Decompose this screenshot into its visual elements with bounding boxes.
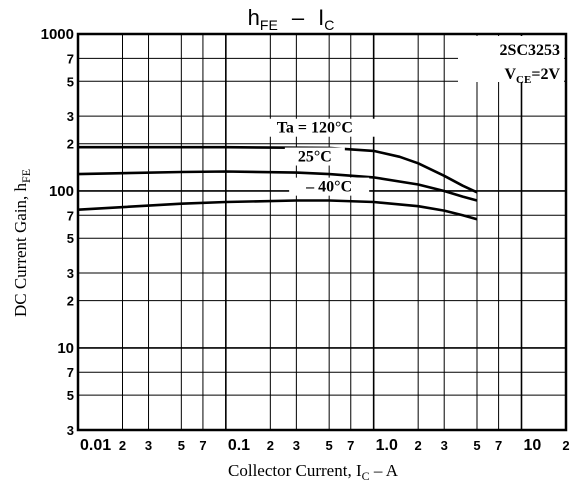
y-axis-label: DC Current Gain, hFE: [11, 169, 33, 317]
y-tick-label: 5: [67, 388, 74, 403]
x-tick-label: 2: [119, 438, 126, 453]
xlabel-unit: – A: [370, 461, 399, 480]
y-tick-label: 7: [67, 208, 74, 223]
y-tick-label: 1000: [41, 26, 74, 43]
title-ic-sub: C: [324, 17, 334, 33]
chart-title: hFE – IC: [248, 5, 335, 33]
condition-box-bg: [458, 36, 564, 82]
title-dash: –: [292, 5, 305, 30]
curve-labels: Ta = 120°C 25°C – 40°C: [239, 118, 390, 196]
y-tick-label: 3: [67, 266, 74, 281]
x-tick-label: 5: [473, 438, 480, 453]
x-tick-label: 3: [441, 438, 448, 453]
x-tick-label: 7: [199, 438, 206, 453]
x-tick-label: 0.1: [228, 437, 250, 454]
x-axis-label: Collector Current, IC – A: [228, 461, 399, 483]
series-line: [78, 145, 478, 194]
series-label-bg: [289, 177, 370, 196]
title-hfe-sub: FE: [260, 17, 278, 33]
condition-sub: CE: [516, 74, 531, 86]
grid: [77, 33, 567, 431]
x-tick-labels: 0.01 2 3 5 7 0.1 2 3 5 7 1.0 2 3 5 7 10 2: [80, 437, 570, 454]
curves: [77, 145, 478, 221]
x-tick-label: 5: [178, 438, 185, 453]
xlabel-main: Collector Current, I: [228, 461, 362, 480]
y-tick-labels: 3 5 7 10 2 3 5 7 100 2 3 5 7 1000: [41, 26, 74, 438]
y-tick-label: 2: [67, 137, 74, 152]
condition-text: VCE=2V: [504, 66, 560, 86]
y-tick-label: 100: [49, 183, 74, 200]
x-tick-label: 1.0: [376, 437, 398, 454]
title-hfe: h: [248, 5, 260, 30]
title-ic: I: [318, 5, 324, 30]
condition-value: =2V: [531, 66, 560, 83]
y-tick-label: 3: [67, 423, 74, 438]
y-tick-label: 7: [67, 365, 74, 380]
series-label-bg: [239, 118, 390, 137]
y-tick-label: 5: [67, 74, 74, 89]
x-tick-label: 2: [267, 438, 274, 453]
series-label: Ta = 120°C: [277, 120, 353, 137]
y-tick-label: 3: [67, 109, 74, 124]
xlabel-sub: C: [362, 469, 370, 483]
y-tick-label: 7: [67, 51, 74, 66]
ylabel-sub: FE: [19, 169, 33, 183]
y-tick-label: 5: [67, 231, 74, 246]
x-tick-label: 3: [293, 438, 300, 453]
x-tick-label: 7: [495, 438, 502, 453]
x-tick-label: 0.01: [80, 437, 111, 454]
x-tick-label: 5: [326, 438, 333, 453]
series-line: [77, 199, 478, 221]
series-label: 25°C: [298, 149, 332, 166]
condition-v: V: [504, 66, 516, 83]
series-line: [77, 170, 478, 202]
series-label-bg: [284, 147, 345, 166]
x-tick-label: 7: [347, 438, 354, 453]
x-tick-label: 2: [562, 438, 569, 453]
part-number: 2SC3253: [500, 42, 560, 59]
ylabel-main: DC Current Gain, h: [11, 182, 30, 317]
x-tick-label: 2: [415, 438, 422, 453]
x-tick-label: 10: [523, 437, 541, 454]
y-tick-label: 10: [57, 340, 74, 357]
series-label: – 40°C: [305, 179, 352, 196]
x-tick-label: 3: [145, 438, 152, 453]
plot-frame: [76, 32, 568, 432]
y-tick-label: 2: [67, 294, 74, 309]
